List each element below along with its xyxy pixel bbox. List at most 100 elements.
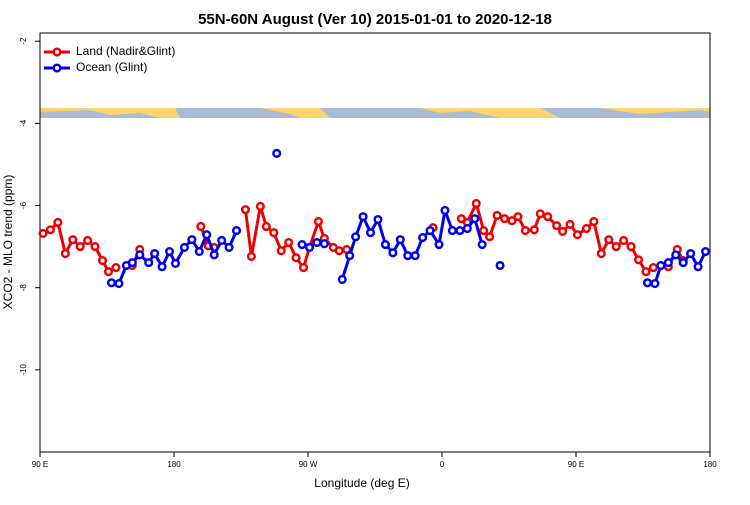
data-point: [231, 226, 242, 236]
data-point: [157, 262, 167, 272]
data-point: [276, 246, 286, 256]
data-point: [440, 205, 450, 216]
data-point: [671, 250, 681, 260]
data-point: [284, 237, 294, 248]
data-point: [388, 248, 398, 258]
data-point: [418, 233, 428, 243]
data-point: [479, 226, 489, 236]
data-point: [410, 251, 420, 261]
x-axis-label: Longitude (deg E): [314, 476, 409, 490]
data-point: [114, 279, 124, 289]
y-tick-label: -8: [19, 284, 28, 292]
legend-marker: [52, 63, 62, 73]
y-tick-label: -2: [19, 37, 28, 45]
data-point: [425, 226, 435, 236]
data-point: [641, 267, 651, 277]
data-point: [447, 226, 457, 236]
data-point: [304, 242, 315, 252]
data-point: [337, 274, 347, 285]
data-point: [558, 226, 568, 236]
data-point: [135, 250, 145, 260]
data-point: [351, 232, 361, 242]
x-tick-label: 90 E: [568, 460, 584, 469]
data-point: [150, 249, 160, 259]
data-point: [261, 221, 271, 232]
data-point: [648, 263, 658, 273]
data-point: [604, 235, 614, 245]
x-tick-label: 90 E: [32, 460, 48, 469]
data-point: [209, 250, 219, 260]
data-point: [565, 219, 575, 229]
data-point: [686, 249, 696, 259]
data-point: [700, 246, 711, 257]
data-point: [572, 230, 583, 240]
data-point: [626, 242, 636, 252]
legend-marker: [52, 47, 62, 57]
data-point: [187, 235, 197, 245]
legend-label: Ocean (Glint): [76, 60, 147, 74]
data-point: [217, 235, 227, 245]
data-point: [103, 267, 114, 277]
data-point: [194, 246, 204, 257]
data-point: [297, 240, 307, 250]
data-point: [75, 242, 85, 252]
data-point: [196, 221, 206, 232]
legend: [41, 42, 191, 78]
data-point: [90, 242, 100, 252]
data-point: [269, 228, 279, 238]
data-point: [507, 216, 517, 226]
data-point: [358, 212, 368, 222]
data-point: [68, 235, 78, 245]
x-tick-label: 90 W: [299, 460, 318, 469]
data-point: [535, 209, 545, 219]
data-point: [642, 278, 653, 288]
data-point: [380, 240, 390, 250]
data-point: [693, 262, 703, 272]
data-point: [619, 235, 629, 245]
data-point: [471, 198, 481, 209]
data-point: [53, 217, 63, 227]
data-point: [334, 246, 344, 256]
data-point: [456, 214, 466, 224]
data-point: [240, 205, 251, 215]
data-point: [312, 237, 322, 248]
data-point: [485, 232, 495, 242]
data-point: [272, 148, 282, 158]
data-point: [513, 212, 523, 222]
data-point: [633, 255, 644, 265]
data-point: [144, 258, 154, 268]
data-point: [373, 214, 383, 225]
data-point: [106, 278, 117, 288]
data-point: [581, 223, 591, 234]
data-point: [313, 217, 323, 227]
data-point: [434, 240, 444, 250]
legend-label: Land (Nadir&Glint): [76, 44, 175, 58]
x-tick-label: 0: [440, 460, 445, 469]
data-point: [164, 246, 175, 257]
data-point: [111, 263, 121, 273]
data-point: [499, 214, 510, 224]
chart-title: 55N-60N August (Ver 10) 2015-01-01 to 20…: [198, 11, 552, 28]
y-axis-label: XCO2 - MLO trend (ppm): [1, 175, 15, 310]
data-point: [470, 214, 480, 224]
data-point: [224, 242, 234, 252]
data-point: [97, 256, 108, 266]
data-point: [495, 260, 505, 271]
plot-frame: [39, 32, 711, 453]
data-point: [492, 210, 502, 220]
data-point: [403, 251, 413, 261]
data-point: [520, 226, 530, 236]
y-tick-label: -4: [19, 119, 28, 127]
data-point: [291, 253, 301, 263]
data-point: [202, 230, 212, 240]
data-point: [678, 258, 688, 268]
data-point: [596, 249, 606, 259]
data-point: [45, 225, 55, 235]
data-point: [319, 239, 329, 249]
data-point: [611, 242, 621, 252]
data-point: [83, 235, 93, 245]
data-point: [170, 258, 181, 269]
data-point: [589, 217, 599, 227]
